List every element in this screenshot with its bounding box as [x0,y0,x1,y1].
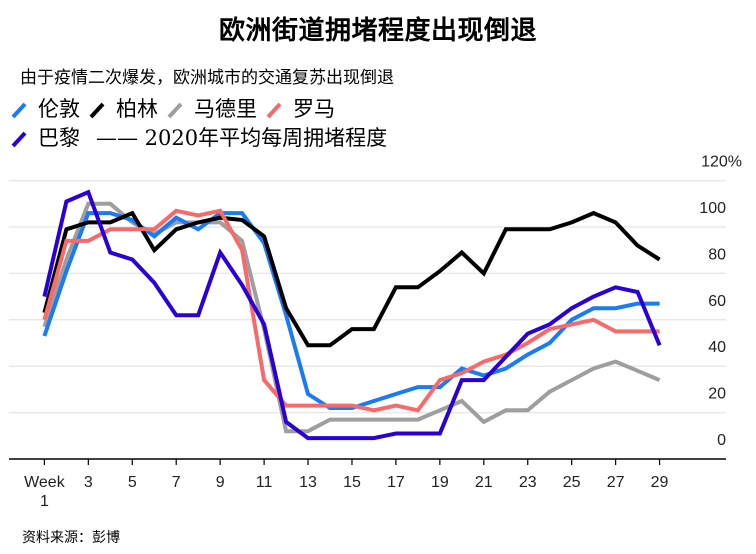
x-tick-label: Week [24,474,66,491]
series-line-罗马 [42,208,660,413]
legend-line-berlin [89,102,105,118]
chart-subtitle: 由于疫情二次爆发，欧洲城市的交通复苏出现倒退 [20,68,394,88]
legend-line-madrid [167,102,183,118]
legend-label-paris: 巴黎 [38,126,80,150]
y-tick-label: 120% [701,154,742,171]
x-tick-label: 13 [299,474,317,491]
legend-swatch-rome [266,102,282,118]
x-tick-label: 15 [343,474,361,491]
series-line-巴黎 [42,189,662,441]
x-tick-label: 27 [607,474,625,491]
legend-label-madrid: 马德里 [194,97,257,121]
legend-swatch-paris [11,131,27,147]
x-tick-label: 1 [40,493,49,510]
legend-note: —— 2020年平均每周拥堵程度 [96,126,388,150]
y-tick-label: 100 [699,200,726,217]
y-axis-labels: 0 20 40 60 80 100 120% [699,154,742,449]
legend-label-berlin: 柏林 [116,97,158,121]
series-line-马德里 [42,201,661,434]
legend-label-london: 伦敦 [38,97,80,121]
legend-line-rome [266,102,282,118]
x-tick-label: 3 [84,474,93,491]
x-tick-label: 23 [519,474,537,491]
y-tick-label: 20 [708,386,726,403]
x-tick-label: 29 [651,474,669,491]
x-tick-label: 7 [172,474,181,491]
x-tick-label: 9 [216,474,225,491]
x-tick-label: 11 [256,474,273,491]
series-lines [42,189,662,441]
legend-label-rome: 罗马 [293,97,335,121]
y-tick-label: 60 [708,293,726,310]
legend-line-london [11,102,27,118]
legend-swatch-berlin [89,102,105,118]
x-tick-label: 5 [128,474,137,491]
x-tick-label: 21 [475,474,493,491]
x-tick-label: 19 [431,474,449,491]
legend: 伦敦 柏林 马德里 罗马 巴黎 —— 2020年平均每周拥堵程度 [10,95,387,153]
legend-item-madrid: 马德里 [166,95,257,124]
chart-title: 欧洲街道拥堵程度出现倒退 [218,16,537,46]
legend-item-rome: 罗马 [265,95,335,124]
legend-line-paris [11,131,27,147]
legend-item-berlin: 柏林 [88,95,158,124]
legend-row-1: 伦敦 柏林 马德里 罗马 [10,95,387,124]
legend-item-london: 伦敦 [10,95,80,124]
legend-swatch-london [11,102,27,118]
source-note: 资料来源：彭博 [22,530,120,546]
y-tick-label: 0 [717,432,726,449]
y-tick-label: 40 [708,339,726,356]
x-tick-label: 25 [563,474,581,491]
legend-item-paris: 巴黎 [10,124,80,153]
legend-row-2: 巴黎 —— 2020年平均每周拥堵程度 [10,124,387,153]
y-tick-label: 80 [708,246,726,263]
x-tick-label: 17 [387,474,405,491]
series-line-柏林 [42,210,661,348]
legend-swatch-madrid [167,102,183,118]
